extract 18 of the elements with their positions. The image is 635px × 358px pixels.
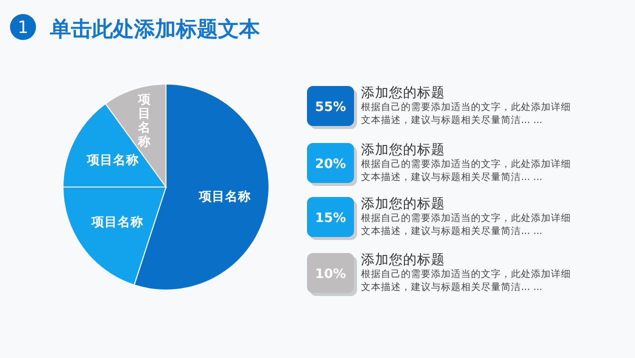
slice-label: 项目名称 (90, 214, 144, 230)
text: 根据自己的需要添加适当的文字，此处添加详细文本描述，建议与标题相关尽量简洁... ... (361, 158, 572, 184)
chart-title: 单击此处添加标题文本 (49, 17, 261, 41)
text: 15% (314, 211, 346, 226)
text: 添加您的标题 (361, 84, 445, 102)
slice-label: 项目名称 (136, 91, 152, 148)
text: 添加您的标题 (361, 195, 445, 213)
text: 根据自己的需要添加适当的文字，此处添加详细文本描述，建议与标题相关尽量简洁... ... (361, 212, 572, 238)
text: 添加您的标题 (361, 251, 445, 269)
text: 添加您的标题 (361, 141, 445, 159)
slice-label: 项目名称 (86, 152, 139, 167)
slice-label: 项目名称 (198, 188, 252, 204)
text: 根据自己的需要添加适当的文字，此处添加详细文本描述，建议与标题相关尽量简洁... ... (361, 101, 572, 127)
text: 根据自己的需要添加适当的文字，此处添加详细文本描述，建议与标题相关尽量简洁... ... (361, 268, 572, 294)
text: 55% (314, 100, 346, 115)
text: 20% (314, 157, 346, 172)
text: 10% (314, 267, 346, 282)
text: 1 (18, 18, 28, 38)
